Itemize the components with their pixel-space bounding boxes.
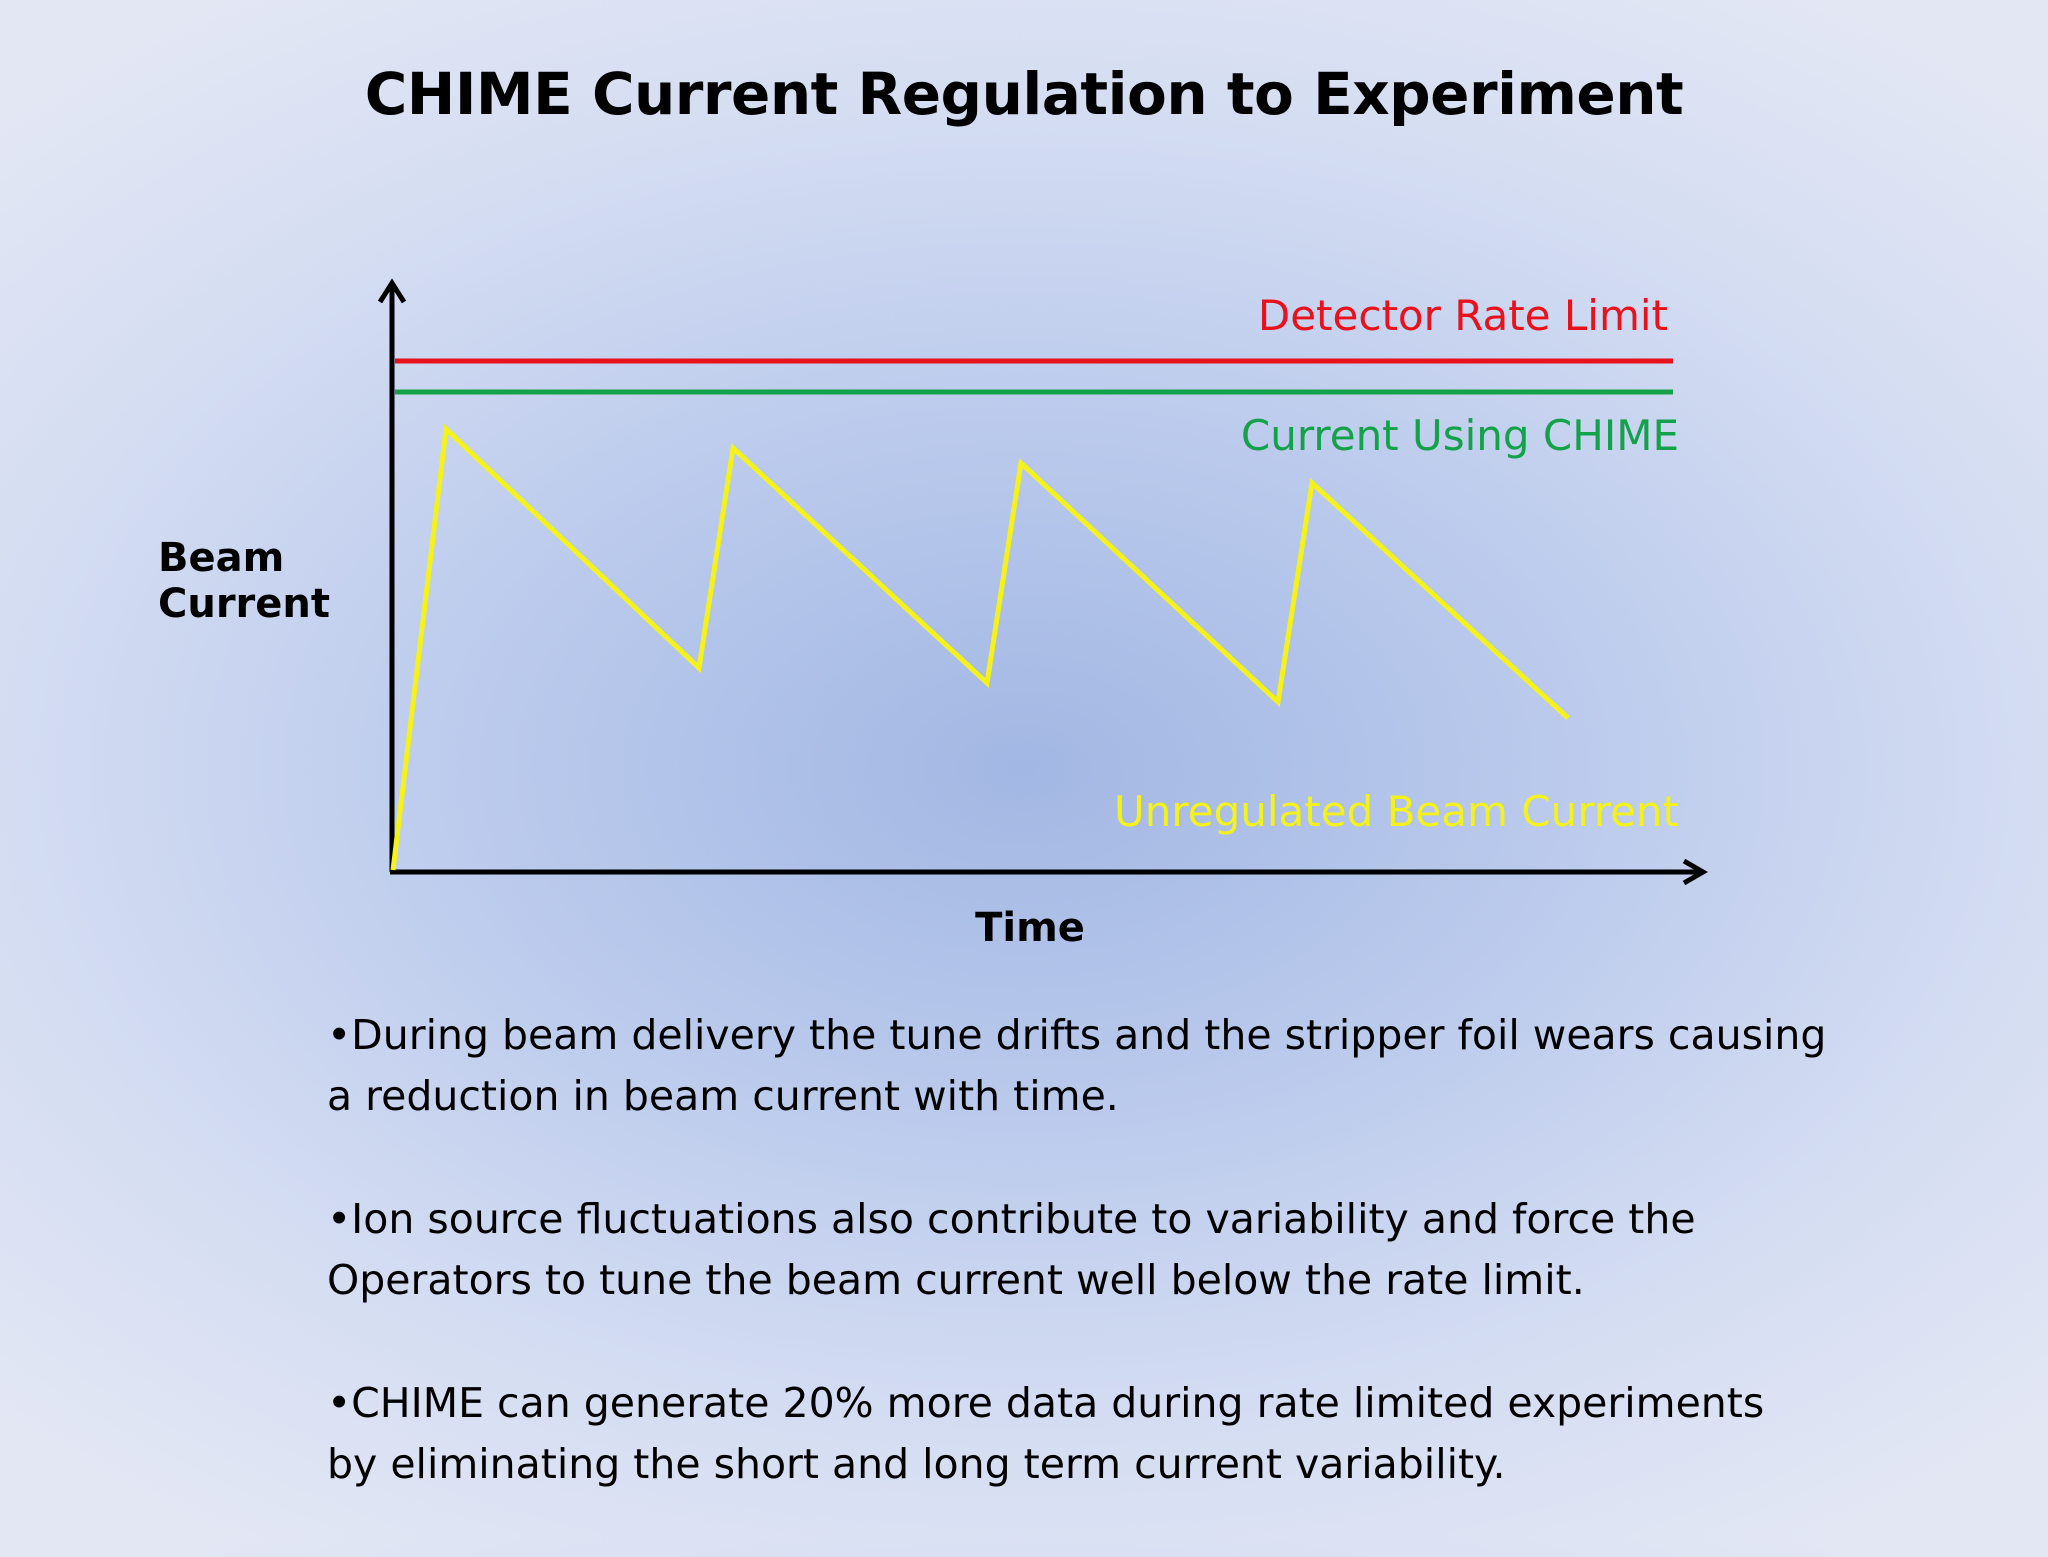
y-axis-label: Beam Current <box>158 535 378 627</box>
y-axis-label-line2: Current <box>158 581 331 627</box>
current-using-chime-label: Current Using CHIME <box>1240 411 1679 460</box>
y-axis-label-line1: Beam <box>158 535 285 581</box>
bullet-item: •CHIME can generate 20% more data during… <box>327 1379 1765 1488</box>
diagram-graphic <box>377 278 1708 886</box>
bullet-item: •During beam delivery the tune drifts an… <box>327 1011 1827 1120</box>
slide-title: CHIME Current Regulation to Experiment <box>364 60 1684 128</box>
y-axis-arrowhead <box>377 278 407 304</box>
x-axis-label: Time <box>975 905 1085 951</box>
detector-rate-limit-label: Detector Rate Limit <box>1257 291 1668 340</box>
bullet-item: •Ion source fluctuations also contribute… <box>327 1195 1696 1304</box>
x-axis-arrowhead <box>1682 858 1708 886</box>
unregulated-beam-current-line <box>390 423 1570 871</box>
beam-current-diagram: Beam Current Time Detector Rate Limit Cu… <box>158 278 1708 951</box>
unregulated-beam-current-label: Unregulated Beam Current <box>1114 787 1679 836</box>
bullet-list: •During beam delivery the tune drifts an… <box>327 1005 1827 1557</box>
